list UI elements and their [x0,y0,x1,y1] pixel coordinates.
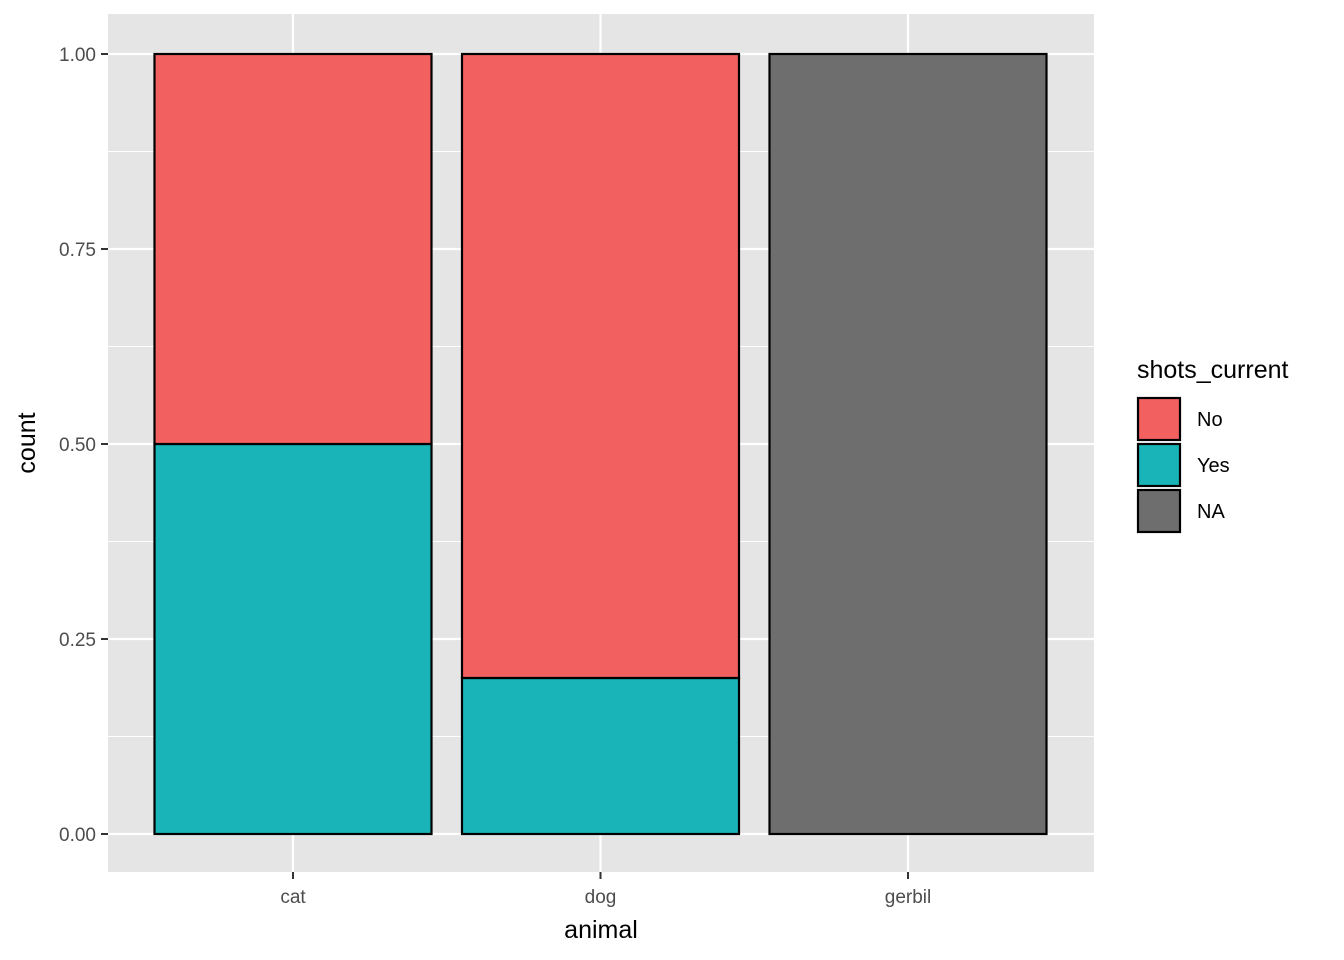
y-tick-label: 0.50 [59,435,96,456]
y-tick-label: 1.00 [59,45,96,66]
y-tick-label: 0.75 [59,240,96,261]
y-tick-label: 0.25 [59,630,96,651]
legend-label-yes: Yes [1197,455,1230,477]
y-tick-label: 0.00 [59,825,96,846]
bar-gerbil-na [768,52,1048,836]
legend-key-na [1136,488,1182,534]
bar-cat-yes [153,442,433,836]
x-axis-title: animal [564,916,638,944]
legend-label-no: No [1197,409,1223,431]
legend-label-na: NA [1197,501,1225,523]
legend-key-yes [1136,442,1182,488]
legend: shots_current No Yes NA [1136,356,1289,534]
x-axis: cat dog gerbil [280,872,931,908]
legend-title: shots_current [1137,356,1289,384]
bar-cat-no [153,52,433,446]
bar-dog-yes [460,676,741,836]
x-tick-label: gerbil [885,887,931,908]
bar-dog-no [460,52,741,680]
legend-key-no [1136,396,1182,442]
y-axis: 0.00 0.25 0.50 0.75 1.00 [59,45,108,846]
bars [153,52,1048,836]
x-tick-label: dog [585,887,617,908]
y-axis-title: count [13,412,41,473]
x-tick-label: cat [280,887,306,908]
